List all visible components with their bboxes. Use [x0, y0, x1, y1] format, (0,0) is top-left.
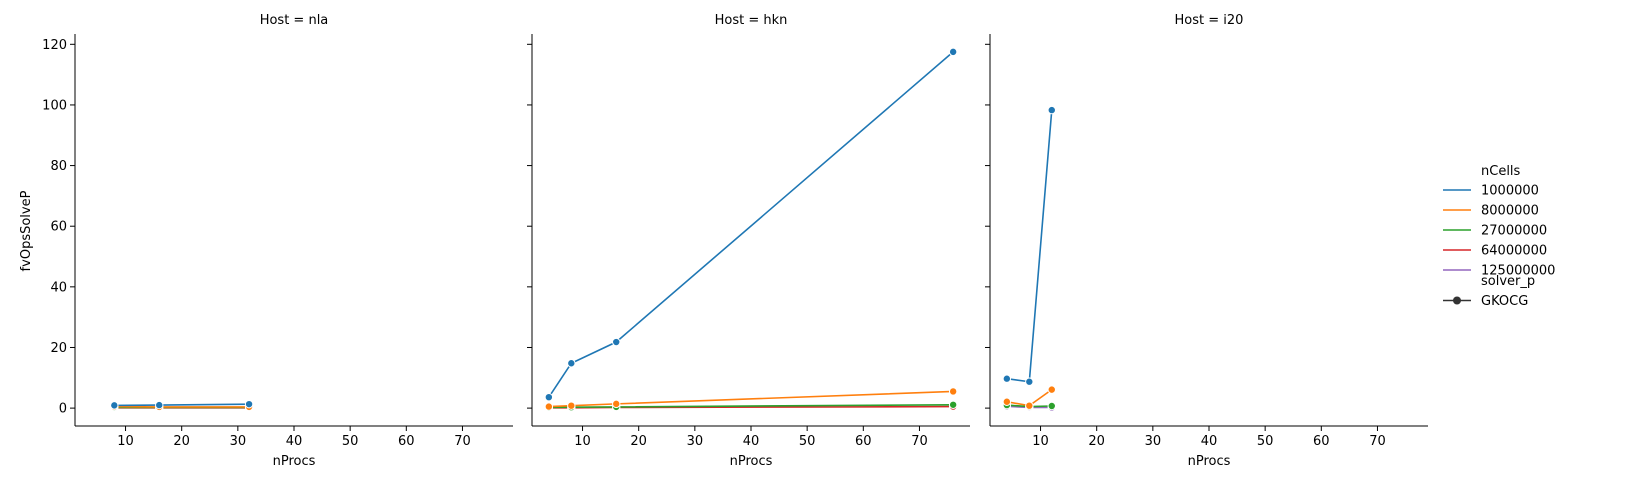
panel-title: Host = nla [260, 13, 329, 28]
legend-label: 27000000 [1481, 224, 1547, 239]
y-tick-label: 80 [50, 159, 67, 174]
x-axis-label: nProcs [1188, 454, 1231, 469]
data-point-8000000 [567, 401, 576, 410]
x-tick-label: 50 [342, 434, 359, 449]
x-tick-label: 70 [454, 434, 471, 449]
y-tick-label: 100 [42, 98, 67, 113]
x-tick-label: 10 [574, 434, 591, 449]
x-tick-label: 40 [743, 434, 760, 449]
x-tick-label: 20 [1088, 434, 1105, 449]
x-axis-label: nProcs [273, 454, 316, 469]
data-point-8000000 [948, 387, 958, 396]
series-line-27000000 [548, 403, 954, 409]
legend-style-marker [1453, 296, 1461, 305]
y-tick-label: 120 [42, 38, 67, 53]
x-tick-label: 40 [1201, 434, 1218, 449]
y-tick-label: 60 [50, 220, 67, 235]
panel-1: Host = nla 0 20 40 60 80 100 120 10 20 30 40 50 60 70 n… [42, 13, 513, 469]
data-point-27000000 [948, 400, 958, 409]
panel-3: Host = i20 10 20 30 40 50 60 70 nProcs [985, 13, 1428, 469]
data-point-8000000 [1025, 401, 1034, 410]
series-group [110, 399, 254, 413]
x-axis-label: nProcs [730, 454, 773, 469]
series-line-8000000 [548, 390, 954, 408]
y-tick-label: 40 [50, 280, 67, 295]
legend-hue-title: nCells [1481, 164, 1521, 179]
legend-label: 1000000 [1481, 184, 1539, 199]
x-tick-label: 20 [630, 434, 647, 449]
data-point-1000000 [155, 400, 164, 410]
x-tick-label: 50 [799, 434, 816, 449]
series-line-1000000 [548, 51, 954, 398]
x-tick-label: 60 [1313, 434, 1330, 449]
data-point-1000000 [612, 337, 621, 347]
y-axis-label: fvOpsSolveP [19, 190, 34, 271]
data-point-8000000 [1047, 385, 1056, 394]
x-tick-label: 60 [855, 434, 872, 449]
data-point-8000000 [1002, 397, 1012, 406]
x-tick-label: 30 [687, 434, 704, 449]
legend-label: GKOCG [1481, 294, 1528, 309]
chart-panels: Host = nla 0 20 40 60 80 100 120 10 20 30 40 50 60 70 n… [42, 13, 1428, 469]
series-group [1002, 105, 1056, 412]
data-point-1000000 [110, 401, 119, 410]
series-line-1000000 [114, 403, 250, 407]
panel-title: Host = hkn [715, 13, 788, 28]
data-point-1000000 [948, 47, 958, 57]
data-point-1000000 [567, 359, 576, 368]
data-point-1000000 [1025, 377, 1034, 386]
series-group [544, 47, 958, 413]
x-tick-label: 50 [1257, 434, 1274, 449]
y-tick-label: 0 [59, 402, 67, 417]
legend-style-title: solver_p [1481, 274, 1535, 289]
x-tick-label: 20 [173, 434, 190, 449]
x-tick-label: 70 [911, 434, 928, 449]
y-tick-label: 20 [50, 341, 67, 356]
x-tick-label: 70 [1369, 434, 1386, 449]
panel-title: Host = i20 [1175, 13, 1244, 28]
legend-label: 125000000 [1481, 264, 1555, 279]
data-point-1000000 [244, 399, 254, 409]
x-tick-label: 10 [1032, 434, 1049, 449]
data-point-8000000 [612, 399, 621, 409]
panel-2: Host = hkn 10 20 30 40 50 60 70 nProcs [527, 13, 970, 469]
data-point-1000000 [544, 392, 554, 402]
legend: nCells 1000000 8000000 27000000 64000000 1250… [1443, 164, 1555, 309]
x-tick-label: 60 [398, 434, 415, 449]
x-tick-label: 10 [117, 434, 134, 449]
legend-label: 8000000 [1481, 204, 1539, 219]
data-point-1000000 [1002, 374, 1012, 383]
series-line-1000000 [1006, 110, 1053, 383]
x-tick-label: 40 [286, 434, 303, 449]
x-tick-label: 30 [1145, 434, 1162, 449]
data-point-8000000 [544, 402, 554, 411]
x-tick-label: 30 [230, 434, 247, 449]
legend-label: 64000000 [1481, 244, 1547, 259]
data-point-1000000 [1047, 105, 1056, 115]
data-point-27000000 [1047, 401, 1056, 411]
